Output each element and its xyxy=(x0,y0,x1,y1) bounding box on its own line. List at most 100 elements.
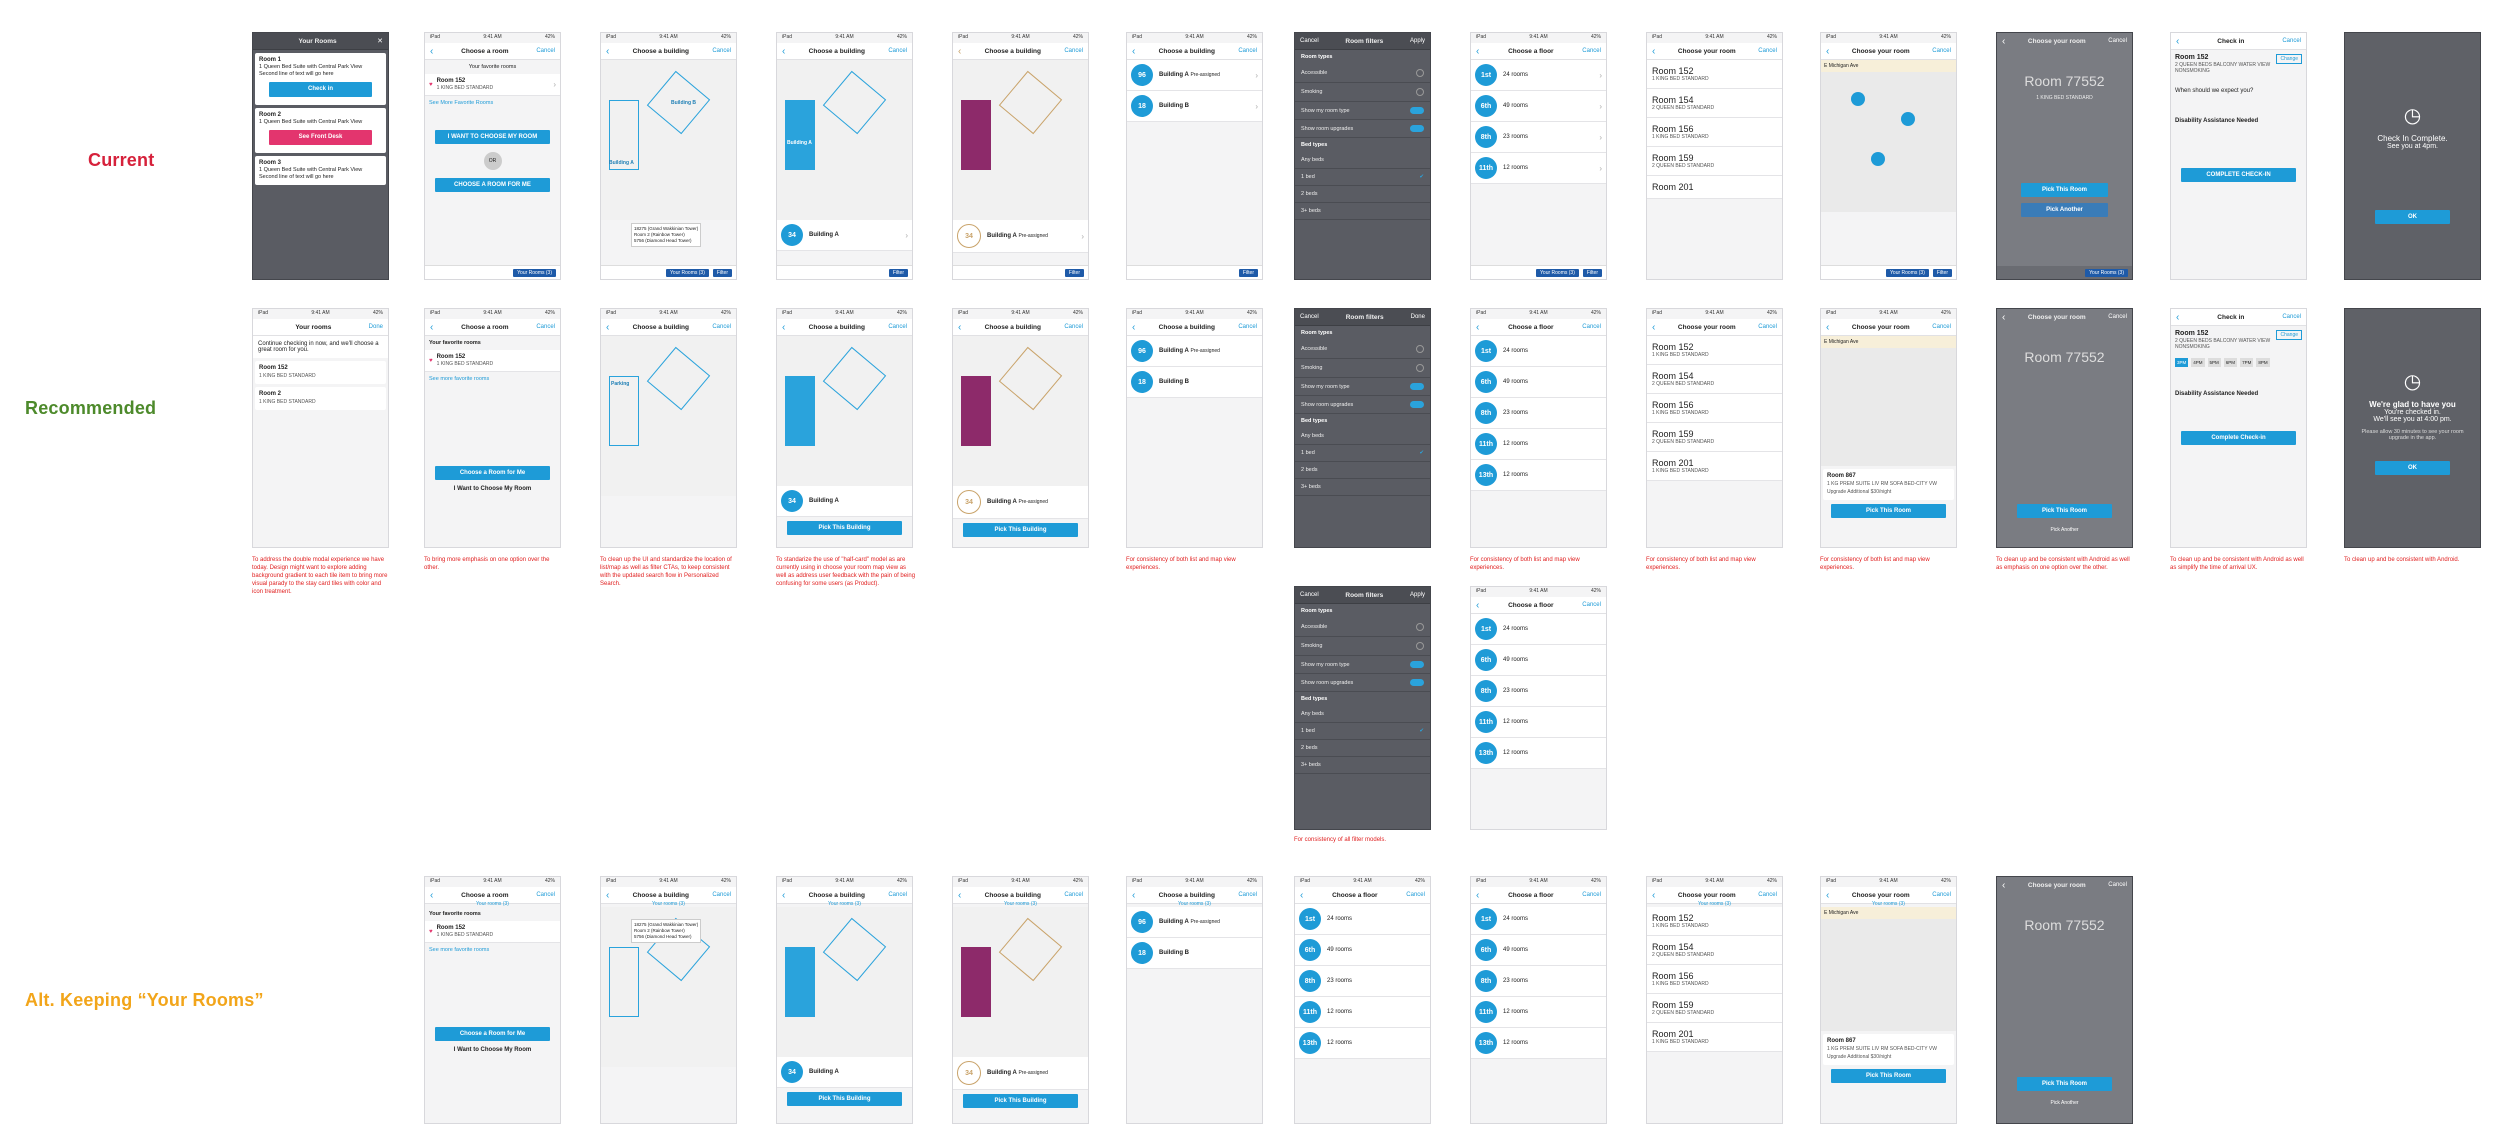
back-icon[interactable]: ‹ xyxy=(430,45,434,57)
your-rooms-button[interactable]: Your Rooms (3) xyxy=(666,268,709,277)
street-label: E Michigan Ave xyxy=(1821,60,1956,72)
favorite-room[interactable]: ♥ Room 152 1 KING BED STANDARD xyxy=(425,350,560,372)
room-row[interactable]: Room 156 1 KING BED STANDARD xyxy=(1647,118,1782,147)
screen-current-building-map: iPad 9:41 AM 42% ‹ Choose a building Cancel … xyxy=(600,32,737,280)
choose-for-me-button[interactable]: Choose a Room for Me xyxy=(435,1027,550,1041)
screen-alt-room-detail: ‹ Choose your room Cancel Room 77552 Pick … xyxy=(1996,876,2133,1124)
change-button[interactable]: Change xyxy=(2276,54,2302,64)
screen-current-check-in: ‹ Check in Cancel Room 152 Change 2 QUEEN B… xyxy=(2170,32,2307,280)
choose-for-me-button[interactable]: CHOOSE A ROOM FOR ME xyxy=(435,178,550,192)
floor-plan-map[interactable] xyxy=(1821,72,1956,212)
floor-row[interactable]: 11th 12 rooms › xyxy=(1471,153,1606,184)
screen-title: Your Rooms xyxy=(298,37,337,45)
screen-current-building-selected: iPad 9:41 AM 42% ‹ Choose a building Cancel … xyxy=(776,32,913,280)
screen-rec-complete: ◷ We're glad to have you You're checked … xyxy=(2344,308,2481,548)
filter-one-bed[interactable]: 1 bed ✔ xyxy=(1295,169,1430,186)
building-row[interactable]: 96 Building A Pre-assigned › xyxy=(1127,60,1262,91)
screen-rec-room-map: iPad 9:41 AM 42% ‹ Choose your room Cancel E… xyxy=(1820,308,1957,548)
annotation-note: To clean up and be consistent with Andro… xyxy=(2344,557,2460,563)
floor-row[interactable]: 8th 23 rooms › xyxy=(1471,122,1606,153)
screen-current-complete: ◷ Check In Complete. See you at 4pm. OK xyxy=(2344,32,2481,280)
screen-rec-your-rooms: iPad 9:41 AM 42% Your rooms Done Continue c… xyxy=(252,308,389,548)
screen-rec-building-selected: iPad 9:41 AM 42% ‹ Choose a building Cancel … xyxy=(776,308,913,548)
favorite-room[interactable]: ♥ Room 152 1 KING BED STANDARD › xyxy=(425,74,560,96)
complete-check-in-button[interactable]: COMPLETE CHECK-IN xyxy=(2181,168,2296,182)
annotation-note: To clean up the UI and standardize the l… xyxy=(600,557,732,587)
filter-accessible[interactable]: Accessible xyxy=(1295,64,1430,83)
see-more-link[interactable]: See more favorite rooms xyxy=(429,376,490,382)
building-map[interactable]: Building A Building B xyxy=(601,60,736,220)
ok-button[interactable]: OK xyxy=(2375,461,2450,475)
or-divider: OR xyxy=(483,152,502,170)
screen-alt-building-preassigned: iPad 9:41 AM 42% ‹ Choose a building Cancel … xyxy=(952,876,1089,1124)
filter-button[interactable]: Filter xyxy=(712,268,732,277)
screen-alt-choose-floor: iPad 9:41 AM 42% ‹ Choose a floor Cancel 1st… xyxy=(1294,876,1431,1124)
floor-row[interactable]: 1st 24 rooms › xyxy=(1471,60,1606,91)
pick-building-button[interactable]: Pick This Building xyxy=(787,521,902,535)
tower-popup: 18275 (Grand Wakkinian Tower) Room 2 (Rai… xyxy=(631,223,702,247)
your-rooms-dropdown[interactable]: Your rooms (3) xyxy=(476,901,509,907)
screen-current-room-map: iPad 9:41 AM 42% ‹ Choose your room Cancel E… xyxy=(1820,32,1957,280)
filter-three-beds[interactable]: 3+ beds xyxy=(1295,203,1430,220)
ok-button[interactable]: OK xyxy=(2375,210,2450,224)
heart-icon: ♥ xyxy=(429,357,433,364)
pick-room-button[interactable]: Pick This Room xyxy=(2017,504,2112,518)
annotation-note: For consistency of both list and map vie… xyxy=(1820,557,1930,571)
filter-any-beds[interactable]: Any beds xyxy=(1295,152,1430,169)
screen-current-room-detail: ‹ Choose your room Cancel Room 77552 1 KIN… xyxy=(1996,32,2133,280)
see-more-link[interactable]: See More Favorite Rooms xyxy=(429,100,494,106)
arrival-time-picker[interactable]: 3PM 4PM 5PM 6PM 7PM 8PM xyxy=(2175,358,2270,367)
pick-another-button[interactable]: Pick Another xyxy=(2021,203,2108,217)
room-row[interactable]: Room 201 xyxy=(1647,176,1782,199)
building-map[interactable]: Building A xyxy=(777,60,912,220)
pick-another-link[interactable]: Pick Another xyxy=(2050,527,2079,533)
building-row[interactable]: 34 Building A › xyxy=(777,220,912,251)
apply-button[interactable]: Apply xyxy=(1409,38,1425,44)
cancel-button[interactable]: Cancel xyxy=(712,48,731,54)
room-row[interactable]: Room 159 2 QUEEN BED STANDARD xyxy=(1647,147,1782,176)
row-label-alt: Alt. Keeping “Your Rooms” xyxy=(25,990,264,1010)
screen-current-building-preassigned: iPad 9:41 AM 42% ‹ Choose a building Cancel … xyxy=(952,32,1089,280)
screen-alt-room-list: iPad 9:41 AM 42% ‹ Choose your room Cancel Y… xyxy=(1646,876,1783,1124)
screen-rec-room-list: iPad 9:41 AM 42% ‹ Choose your room Cancel R… xyxy=(1646,308,1783,548)
room-row[interactable]: Room 154 2 QUEEN BED STANDARD xyxy=(1647,89,1782,118)
complete-check-in-button[interactable]: Complete Check-in xyxy=(2181,431,2296,445)
choose-my-room-link[interactable]: I Want to Choose My Room xyxy=(453,486,532,492)
row-label-recommended: Recommended xyxy=(25,398,157,418)
choose-my-room-button[interactable]: I WANT TO CHOOSE MY ROOM xyxy=(435,130,550,144)
close-icon[interactable]: ✕ xyxy=(377,38,383,45)
pick-room-button[interactable]: Pick This Room xyxy=(1831,504,1946,518)
building-row[interactable]: 34 Building A Pre-assigned › xyxy=(953,220,1088,253)
check-in-button[interactable]: Check in xyxy=(269,82,372,97)
clock-icon: ◷ xyxy=(2403,105,2422,127)
filter-upgrades[interactable]: Show room upgrades xyxy=(1295,120,1430,138)
annotation-note: To clean up and be consistent with Andro… xyxy=(2170,557,2304,571)
annotation-note: For consistency of both list and map vie… xyxy=(1470,557,1580,571)
building-a-shape[interactable] xyxy=(609,100,639,170)
your-rooms-button[interactable]: Your Rooms (3) xyxy=(513,268,556,277)
cancel-button[interactable]: Cancel xyxy=(536,48,555,54)
front-desk-button[interactable]: See Front Desk xyxy=(269,130,372,145)
screen-alt-choose-floor-2: iPad 9:41 AM 42% ‹ Choose a floor Cancel 1st… xyxy=(1470,876,1607,1124)
screen-alt-choose-room: iPad 9:41 AM 42% ‹ Choose a room Cancel Your… xyxy=(424,876,561,1124)
annotation-note: To clean up and be consistent with Andro… xyxy=(1996,557,2130,571)
pick-building-button[interactable]: Pick This Building xyxy=(963,523,1078,537)
floor-row[interactable]: 6th 49 rooms › xyxy=(1471,91,1606,122)
filter-two-beds[interactable]: 2 beds xyxy=(1295,186,1430,203)
room-title: Room 77552 xyxy=(2024,73,2105,89)
heart-icon: ♥ xyxy=(429,81,433,88)
filter-my-type[interactable]: Show my room type xyxy=(1295,102,1430,120)
clock-icon: ◷ xyxy=(2403,371,2422,393)
done-button[interactable]: Done xyxy=(368,324,383,330)
screen-rec-choose-floor-alt: iPad 9:41 AM 42% ‹ Choose a floor Cancel 1st… xyxy=(1470,586,1607,830)
annotation-note: For consistency of all filter models. xyxy=(1294,837,1387,843)
room-row[interactable]: Room 152 1 KING BED STANDARD xyxy=(1647,60,1782,89)
building-row[interactable]: 18 Building B › xyxy=(1127,91,1262,122)
choose-for-me-button[interactable]: Choose a Room for Me xyxy=(435,466,550,480)
filter-smoking[interactable]: Smoking xyxy=(1295,83,1430,102)
pick-room-button[interactable]: Pick This Room xyxy=(2021,183,2108,197)
screen-rec-choose-floor: iPad 9:41 AM 42% ‹ Choose a floor Cancel 1st… xyxy=(1470,308,1607,548)
